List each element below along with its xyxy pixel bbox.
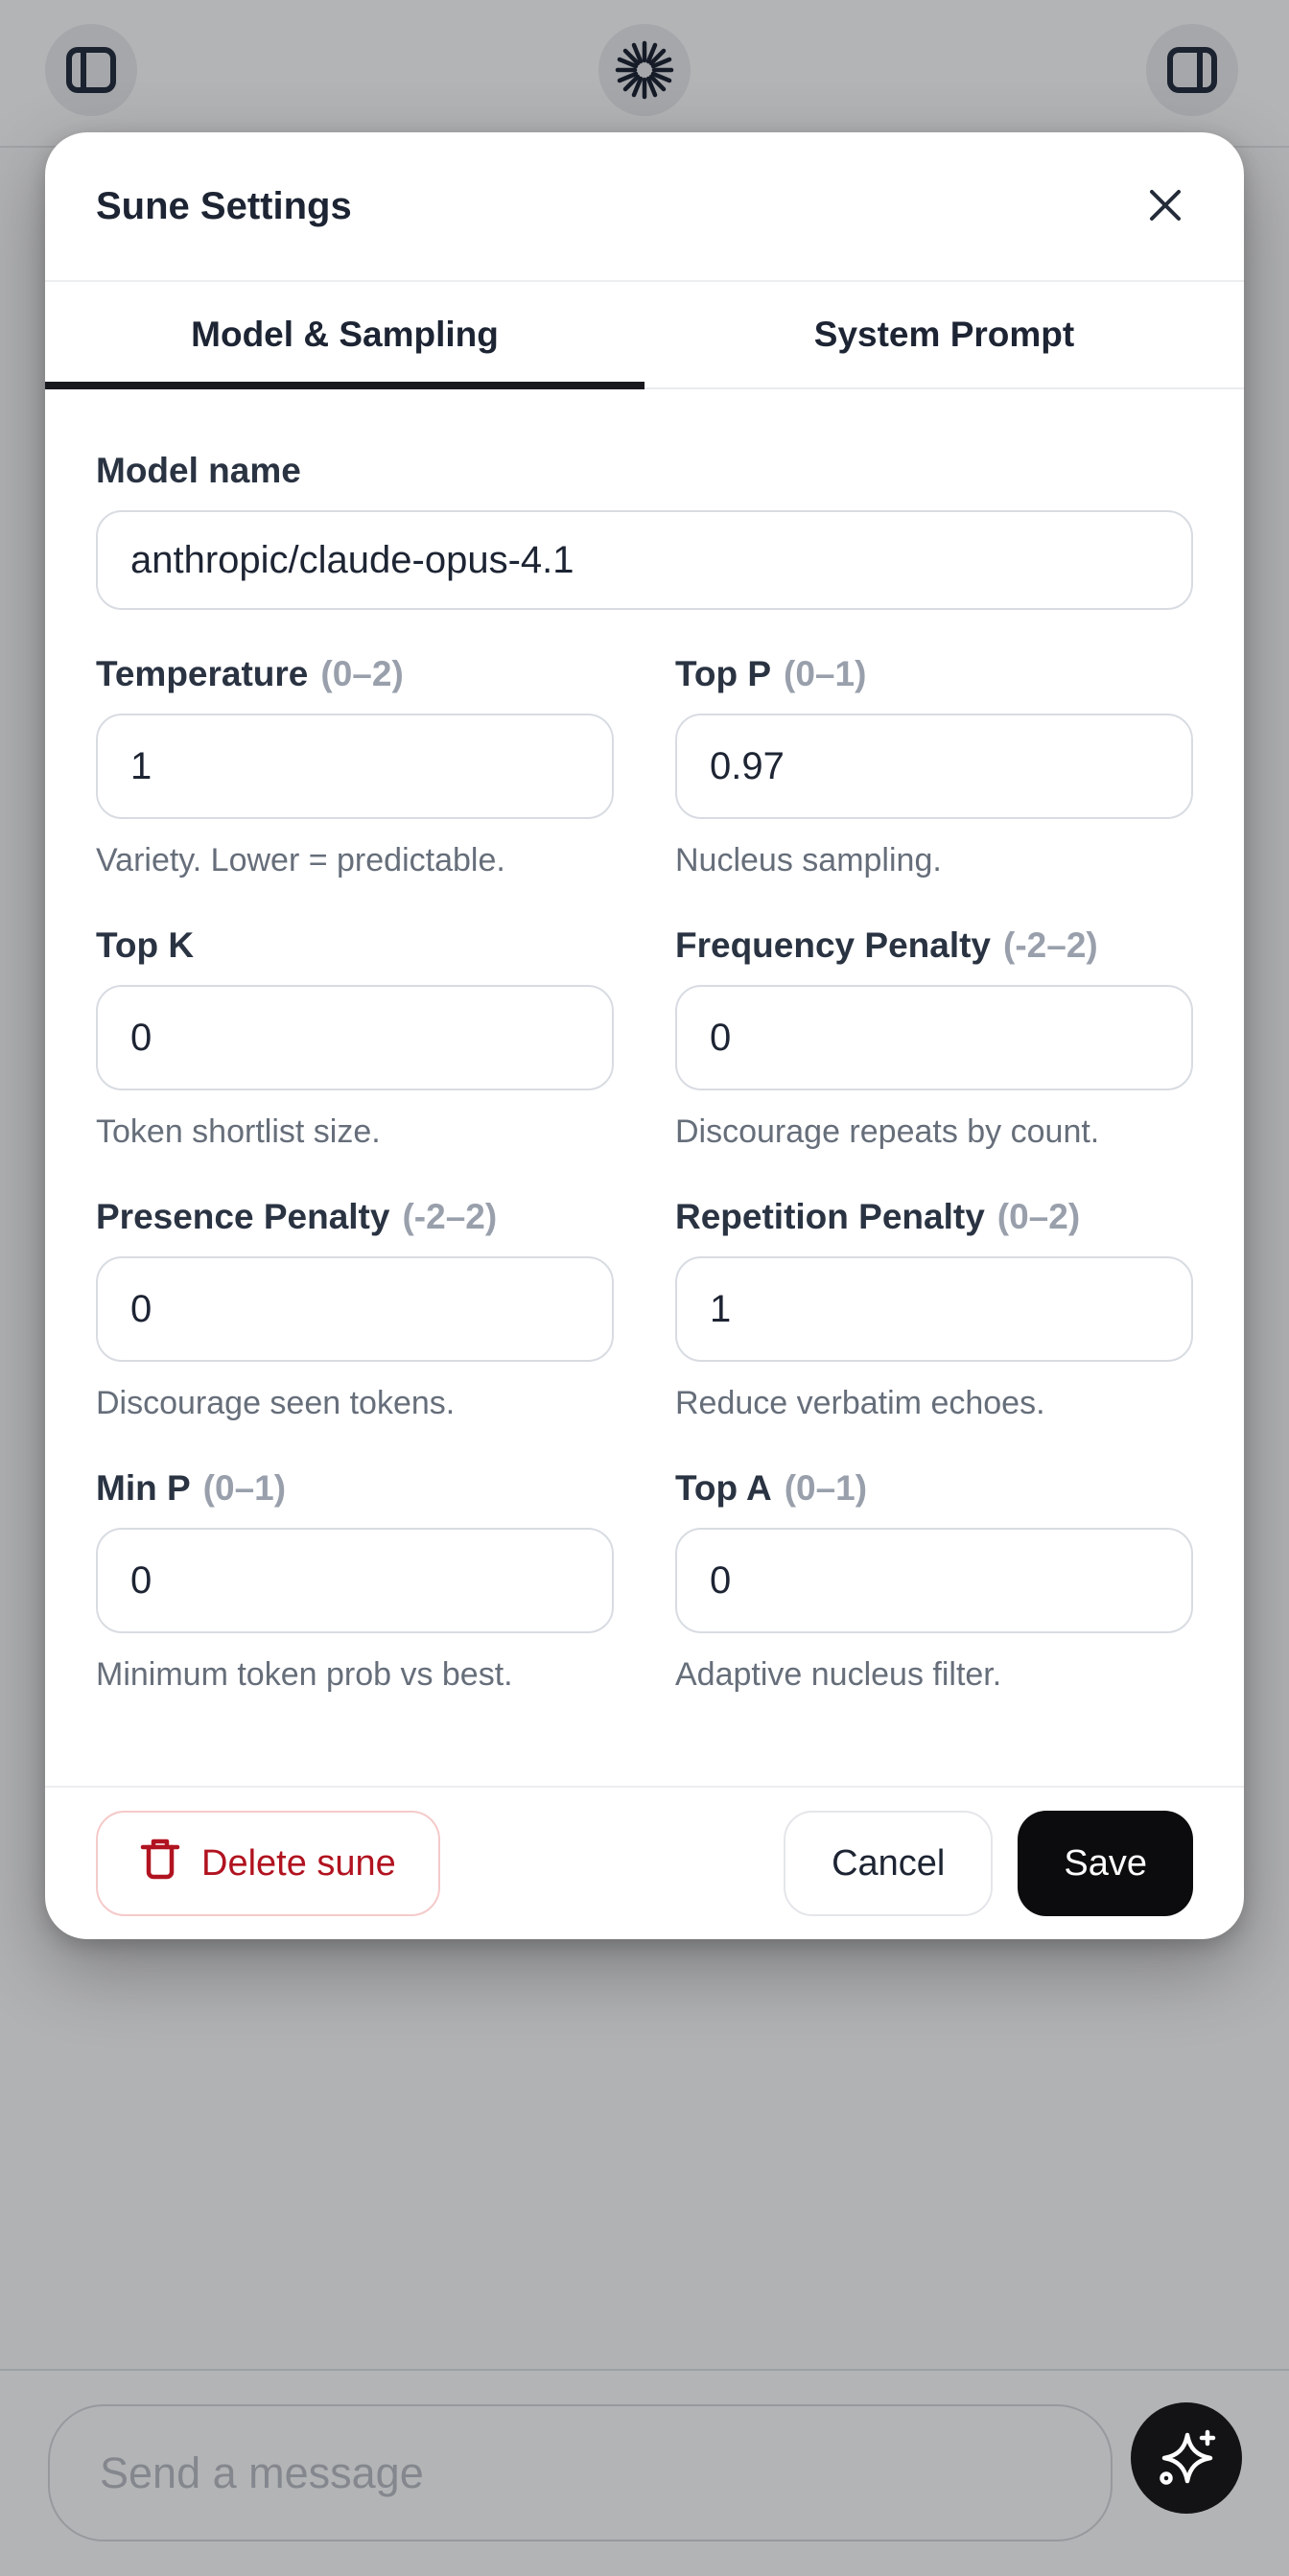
top-k-field: Top K Token shortlist size. (96, 925, 614, 1151)
panel-right-icon (1166, 44, 1218, 96)
top-a-label: Top A (675, 1468, 772, 1508)
min-p-hint: Minimum token prob vs best. (96, 1656, 513, 1693)
top-p-input[interactable] (675, 714, 1193, 819)
cancel-button[interactable]: Cancel (784, 1811, 994, 1916)
right-panel-toggle-button[interactable] (1146, 24, 1238, 116)
sparkle-icon (1155, 2425, 1218, 2492)
presence-penalty-range: (-2–2) (402, 1197, 498, 1236)
top-k-label: Top K (96, 925, 195, 965)
app-logo-button[interactable] (598, 24, 691, 116)
dialog-title: Sune Settings (96, 184, 352, 227)
sidebar-toggle-button[interactable] (45, 24, 137, 116)
dialog-tabs: Model & Sampling System Prompt (45, 282, 1244, 389)
presence-penalty-label: Presence Penalty (96, 1197, 390, 1236)
app-topbar (0, 0, 1289, 148)
top-p-hint: Nucleus sampling. (675, 842, 942, 878)
repetition-penalty-input[interactable] (675, 1256, 1193, 1362)
temperature-label: Temperature (96, 654, 309, 693)
tab-system-prompt[interactable]: System Prompt (644, 282, 1244, 387)
repetition-penalty-hint: Reduce verbatim echoes. (675, 1385, 1045, 1421)
starburst-icon (614, 39, 675, 101)
send-button[interactable] (1131, 2402, 1242, 2514)
sampling-fields-grid: Temperature (0–2) Variety. Lower = predi… (96, 654, 1193, 1740)
min-p-input[interactable] (96, 1528, 614, 1633)
top-a-field: Top A (0–1) Adaptive nucleus filter. (675, 1468, 1193, 1694)
delete-sune-button[interactable]: Delete sune (96, 1811, 440, 1916)
model-name-group: Model name (96, 451, 1193, 610)
delete-sune-label: Delete sune (201, 1842, 396, 1884)
save-button[interactable]: Save (1018, 1811, 1193, 1916)
frequency-penalty-hint: Discourage repeats by count. (675, 1113, 1100, 1150)
frequency-penalty-range: (-2–2) (1003, 925, 1098, 965)
top-k-input[interactable] (96, 985, 614, 1090)
dialog-footer: Delete sune Cancel Save (45, 1786, 1244, 1939)
close-button[interactable] (1135, 176, 1196, 237)
repetition-penalty-range: (0–2) (996, 1197, 1081, 1236)
presence-penalty-input[interactable] (96, 1256, 614, 1362)
repetition-penalty-field: Repetition Penalty (0–2) Reduce verbatim… (675, 1197, 1193, 1422)
top-p-field: Top P (0–1) Nucleus sampling. (675, 654, 1193, 879)
tab-model-sampling[interactable]: Model & Sampling (45, 282, 644, 389)
frequency-penalty-input[interactable] (675, 985, 1193, 1090)
model-name-label: Model name (96, 451, 301, 490)
temperature-input[interactable] (96, 714, 614, 819)
temperature-hint: Variety. Lower = predictable. (96, 842, 505, 878)
panel-left-icon (65, 44, 117, 96)
min-p-range: (0–1) (202, 1468, 287, 1508)
top-a-range: (0–1) (784, 1468, 868, 1508)
sune-settings-dialog: Sune Settings Model & Sampling System Pr… (45, 132, 1244, 1939)
trash-icon (140, 1837, 180, 1890)
temperature-field: Temperature (0–2) Variety. Lower = predi… (96, 654, 614, 879)
presence-penalty-field: Presence Penalty (-2–2) Discourage seen … (96, 1197, 614, 1422)
top-p-label: Top P (675, 654, 772, 693)
composer-bar (0, 2369, 1289, 2576)
top-a-input[interactable] (675, 1528, 1193, 1633)
min-p-label: Min P (96, 1468, 191, 1508)
min-p-field: Min P (0–1) Minimum token prob vs best. (96, 1468, 614, 1694)
repetition-penalty-label: Repetition Penalty (675, 1197, 985, 1236)
frequency-penalty-label: Frequency Penalty (675, 925, 992, 965)
message-input[interactable] (48, 2404, 1113, 2541)
close-icon (1146, 186, 1184, 227)
top-k-hint: Token shortlist size. (96, 1113, 381, 1150)
top-p-range: (0–1) (784, 654, 867, 693)
dialog-content: Model name Temperature (0–2) Variety. Lo… (45, 389, 1244, 1740)
top-a-hint: Adaptive nucleus filter. (675, 1656, 1002, 1693)
temperature-range: (0–2) (320, 654, 404, 693)
dialog-header: Sune Settings (45, 132, 1244, 282)
frequency-penalty-field: Frequency Penalty (-2–2) Discourage repe… (675, 925, 1193, 1151)
model-name-input[interactable] (96, 510, 1193, 610)
presence-penalty-hint: Discourage seen tokens. (96, 1385, 456, 1421)
